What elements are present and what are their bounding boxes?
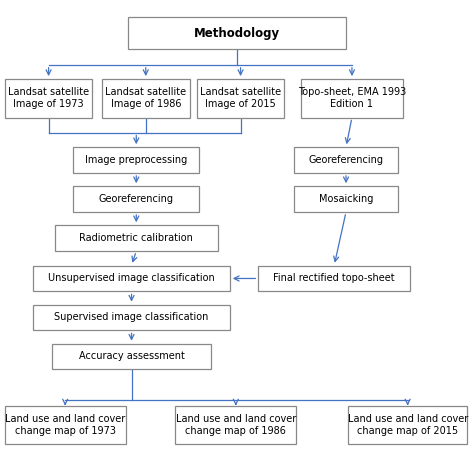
FancyBboxPatch shape: [33, 305, 230, 330]
FancyBboxPatch shape: [128, 17, 346, 49]
FancyBboxPatch shape: [294, 147, 398, 173]
FancyBboxPatch shape: [73, 147, 199, 173]
Text: Landsat satellite
Image of 2015: Landsat satellite Image of 2015: [200, 87, 281, 109]
FancyBboxPatch shape: [175, 406, 296, 444]
Text: Supervised image classification: Supervised image classification: [55, 313, 209, 322]
Text: Accuracy assessment: Accuracy assessment: [79, 352, 184, 361]
FancyBboxPatch shape: [55, 225, 218, 251]
Text: Land use and land cover
change map of 1973: Land use and land cover change map of 19…: [5, 414, 125, 436]
Text: Radiometric calibration: Radiometric calibration: [79, 233, 193, 243]
FancyBboxPatch shape: [73, 186, 199, 212]
Text: Unsupervised image classification: Unsupervised image classification: [48, 274, 215, 283]
FancyBboxPatch shape: [102, 79, 190, 118]
Text: Topo-sheet, EMA 1993
Edition 1: Topo-sheet, EMA 1993 Edition 1: [298, 87, 406, 109]
FancyBboxPatch shape: [301, 79, 403, 118]
FancyBboxPatch shape: [5, 406, 126, 444]
Text: Georeferencing: Georeferencing: [99, 194, 174, 204]
Text: Land use and land cover
change map of 1986: Land use and land cover change map of 19…: [176, 414, 296, 436]
Text: Landsat satellite
Image of 1986: Landsat satellite Image of 1986: [105, 87, 186, 109]
FancyBboxPatch shape: [197, 79, 284, 118]
Text: Methodology: Methodology: [194, 27, 280, 40]
Text: Image preprocessing: Image preprocessing: [85, 155, 187, 165]
Text: Georeferencing: Georeferencing: [309, 155, 383, 165]
Text: Land use and land cover
change map of 2015: Land use and land cover change map of 20…: [347, 414, 468, 436]
FancyBboxPatch shape: [5, 79, 92, 118]
Text: Landsat satellite
Image of 1973: Landsat satellite Image of 1973: [8, 87, 89, 109]
FancyBboxPatch shape: [33, 266, 230, 291]
FancyBboxPatch shape: [52, 344, 211, 369]
Text: Mosaicking: Mosaicking: [319, 194, 373, 204]
Text: Final rectified topo-sheet: Final rectified topo-sheet: [273, 274, 395, 283]
FancyBboxPatch shape: [348, 406, 467, 444]
FancyBboxPatch shape: [294, 186, 398, 212]
FancyBboxPatch shape: [258, 266, 410, 291]
